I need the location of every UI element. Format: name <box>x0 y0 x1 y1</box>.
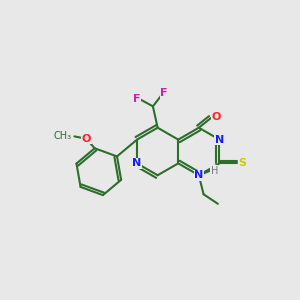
Text: O: O <box>82 134 91 144</box>
Text: N: N <box>194 170 203 180</box>
Text: S: S <box>238 158 247 168</box>
Text: N: N <box>132 158 142 168</box>
Text: CH₃: CH₃ <box>54 131 72 141</box>
Text: F: F <box>133 94 141 104</box>
Text: F: F <box>160 88 168 98</box>
Text: O: O <box>212 112 221 122</box>
Text: N: N <box>215 135 224 145</box>
Text: H: H <box>211 166 218 176</box>
